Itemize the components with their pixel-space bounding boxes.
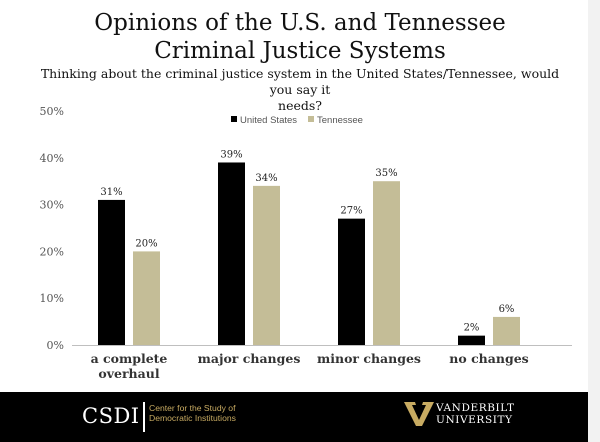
csdi-logo: CSDI xyxy=(82,404,140,428)
bar-us xyxy=(458,335,485,345)
vanderbilt-line2: UNIVERSITY xyxy=(436,414,513,426)
csdi-name-line1: Center for the Study of xyxy=(149,403,236,413)
legend-swatch-us xyxy=(231,116,237,122)
data-label: 35% xyxy=(375,168,397,179)
footer-bar xyxy=(0,392,600,442)
y-tick-label: 0% xyxy=(47,339,64,352)
x-category-label: no changes xyxy=(449,351,528,366)
slide-title-line1: Opinions of the U.S. and Tennessee xyxy=(94,10,506,36)
csdi-name: Center for the Study of Democratic Insti… xyxy=(149,403,236,423)
slide-edge xyxy=(588,0,600,442)
bar-us xyxy=(338,218,365,345)
y-tick-label: 50% xyxy=(40,105,64,118)
y-tick-label: 20% xyxy=(40,245,64,258)
subtitle-line2: needs? xyxy=(278,98,322,113)
y-tick-label: 40% xyxy=(40,152,64,165)
legend-label: Tennessee xyxy=(317,115,363,126)
y-tick-label: 10% xyxy=(40,292,64,305)
bar-tn xyxy=(373,181,400,345)
bar-us xyxy=(98,199,125,345)
legend-label: United States xyxy=(240,115,297,126)
data-label: 34% xyxy=(255,173,277,184)
vanderbilt-line1: VANDERBILT xyxy=(436,402,515,414)
data-label: 31% xyxy=(100,187,122,198)
data-label: 39% xyxy=(220,149,242,160)
data-label: 2% xyxy=(464,323,480,334)
slide-title-line2: Criminal Justice Systems xyxy=(154,38,446,64)
bar-tn xyxy=(493,316,520,345)
x-category-label: a complete overhaul xyxy=(91,351,168,381)
x-category-label: minor changes xyxy=(317,351,421,366)
bar-chart: 0% 10% 20% 30% 40% 50% 31% 39% 27% 2% 20% 34% 35% 6% a… xyxy=(40,105,572,381)
legend-swatch-tn xyxy=(308,116,314,122)
subtitle-line1: Thinking about the criminal justice syst… xyxy=(40,66,560,97)
slide-subtitle: Thinking about the criminal justice syst… xyxy=(30,66,570,114)
y-tick-label: 30% xyxy=(40,199,64,212)
bar-tn xyxy=(253,185,280,345)
x-category-label: major changes xyxy=(198,351,301,366)
data-label: 20% xyxy=(135,238,157,249)
bar-us xyxy=(218,162,245,345)
data-label: 6% xyxy=(499,304,515,315)
vanderbilt-v-icon xyxy=(404,402,434,426)
bar-tn xyxy=(133,251,160,345)
data-label: 27% xyxy=(340,206,362,217)
csdi-divider xyxy=(143,402,145,432)
csdi-name-line2: Democratic Institutions xyxy=(149,413,236,423)
vanderbilt-wordmark: VANDERBILT UNIVERSITY xyxy=(436,402,515,426)
